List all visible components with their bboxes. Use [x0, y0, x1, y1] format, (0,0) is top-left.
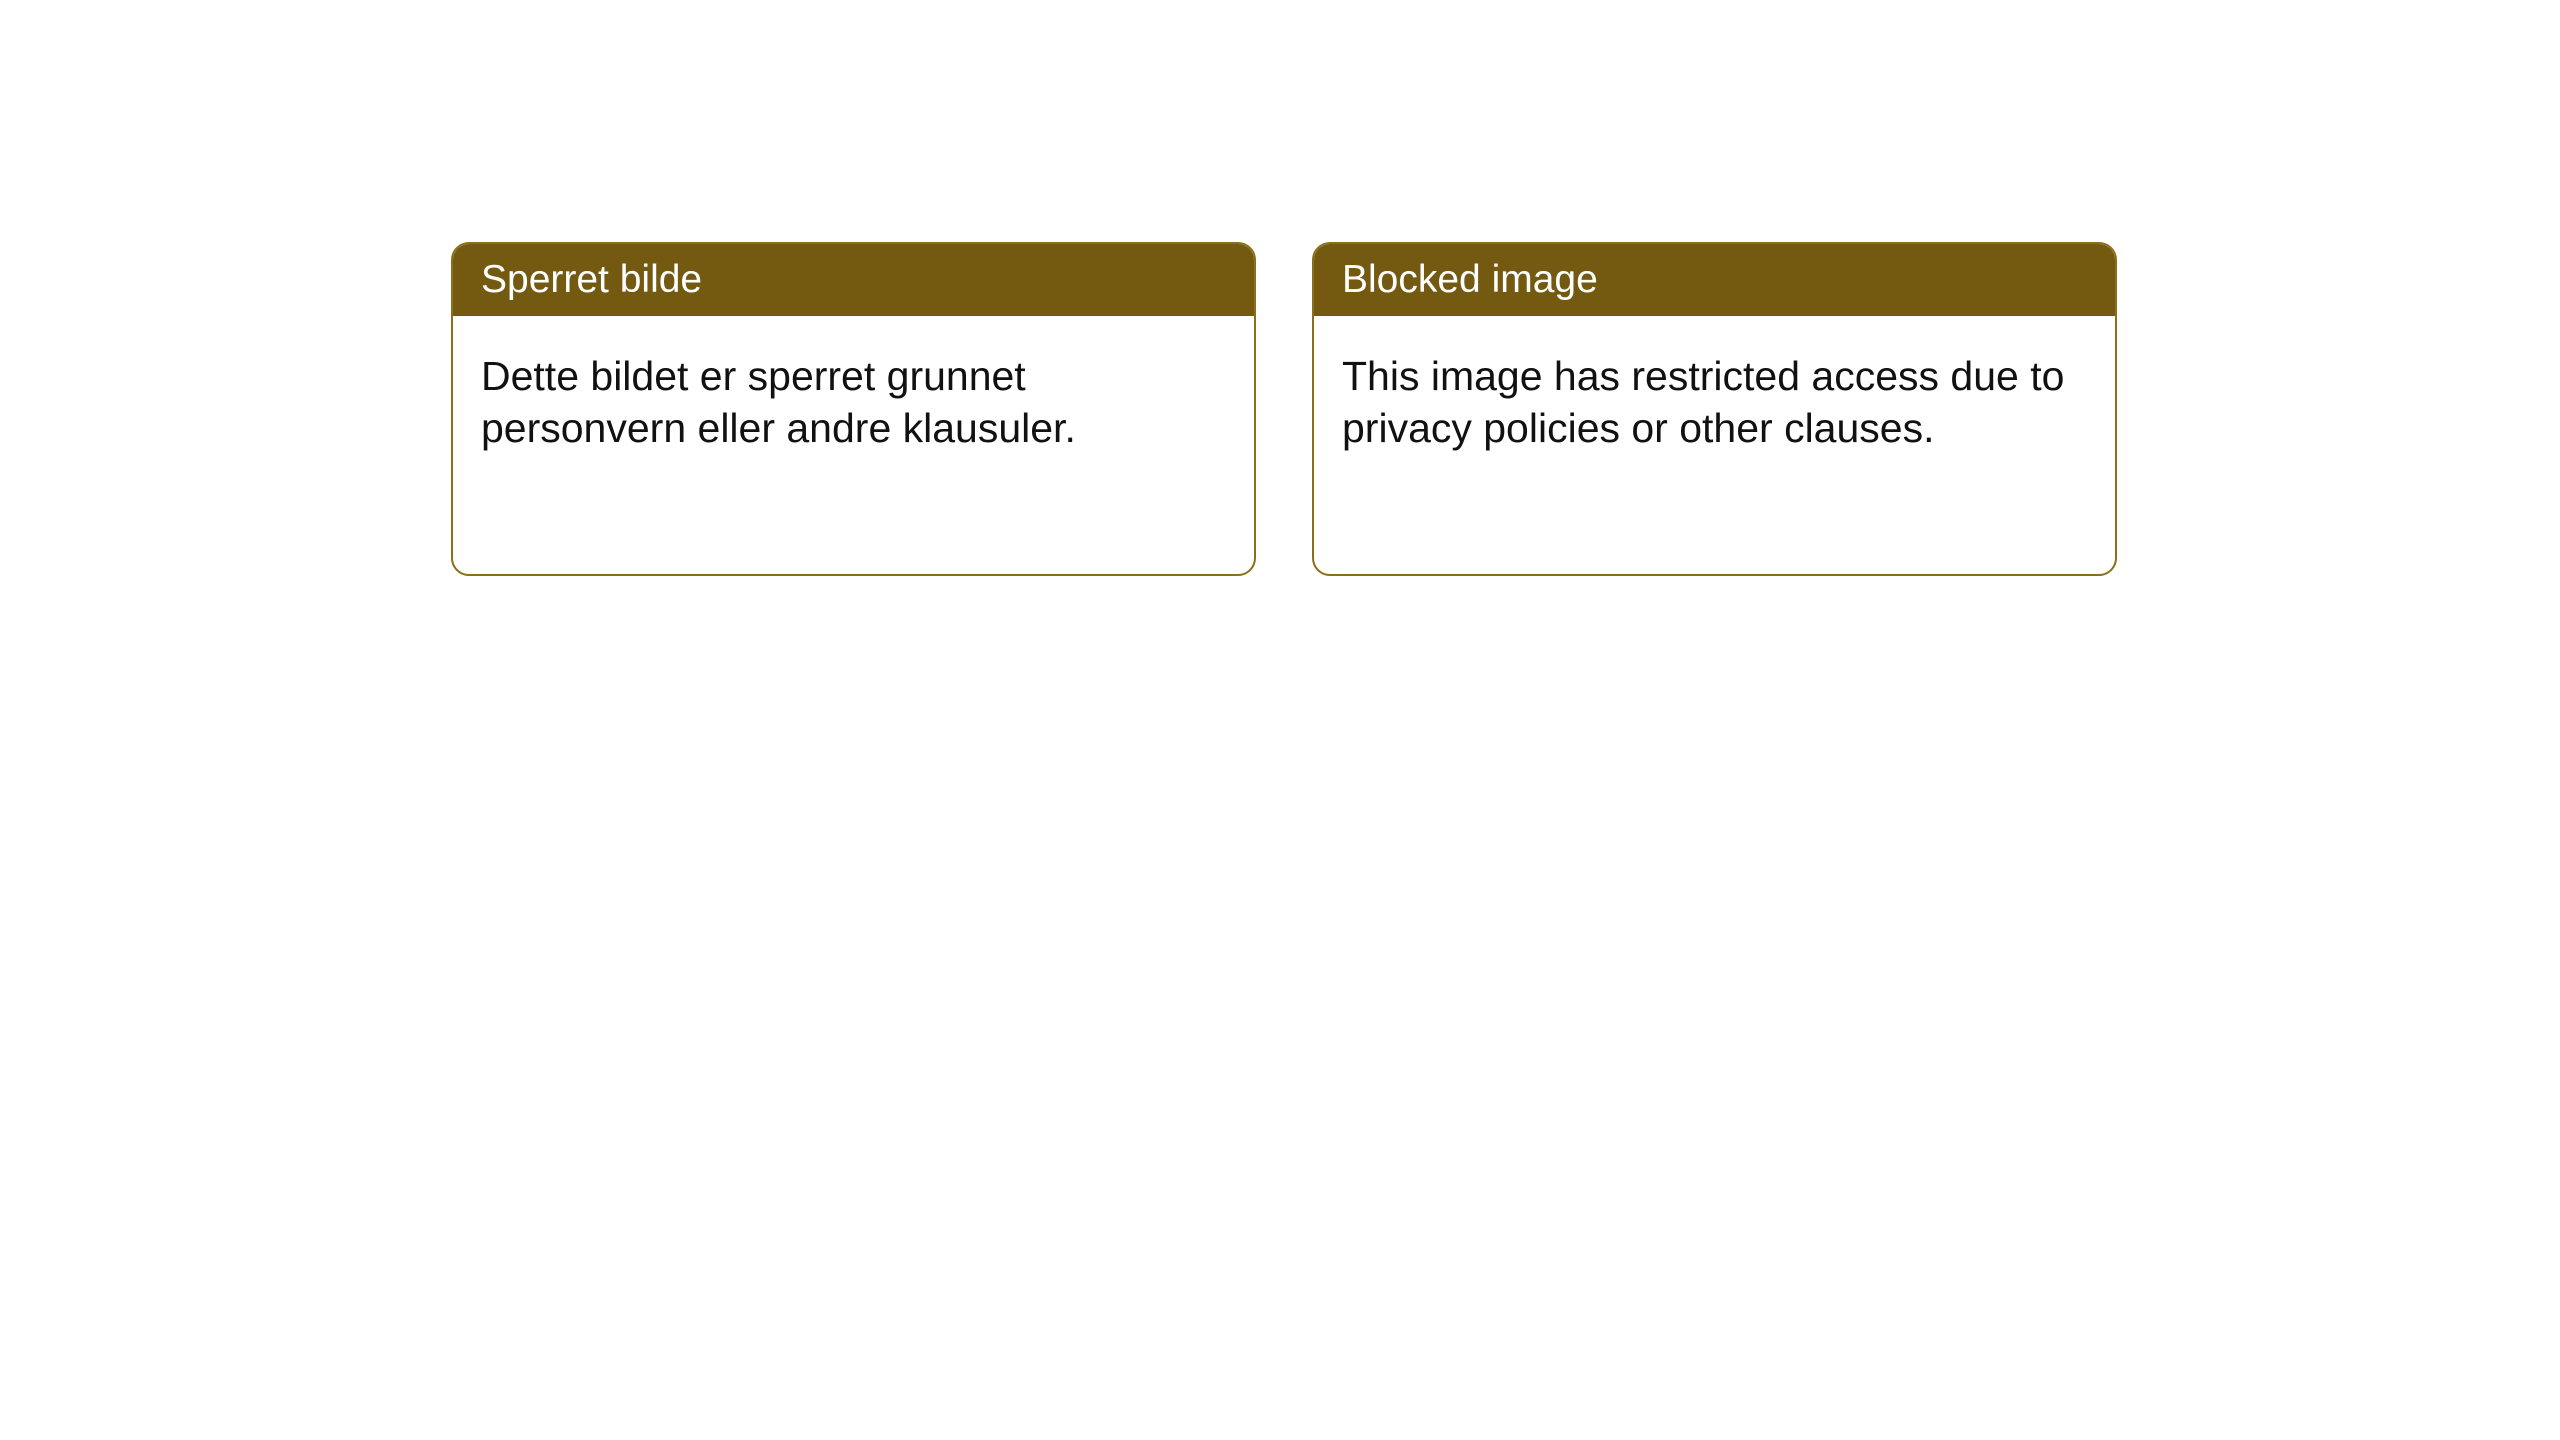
notice-card-no: Sperret bilde Dette bildet er sperret gr…: [451, 242, 1256, 576]
notice-body-no: Dette bildet er sperret grunnet personve…: [453, 316, 1254, 505]
notice-card-en: Blocked image This image has restricted …: [1312, 242, 2117, 576]
notice-header-no: Sperret bilde: [453, 244, 1254, 316]
blocked-image-notice-container: Sperret bilde Dette bildet er sperret gr…: [451, 242, 2117, 576]
notice-header-en: Blocked image: [1314, 244, 2115, 316]
notice-body-en: This image has restricted access due to …: [1314, 316, 2115, 505]
